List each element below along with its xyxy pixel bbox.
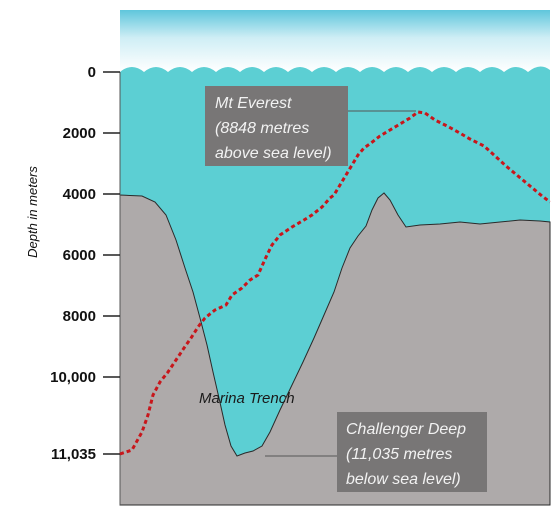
everest-label-box <box>205 86 348 166</box>
everest-label-line1: Mt Everest <box>215 95 292 112</box>
tick-marks <box>103 71 120 455</box>
axis-title: Depth in meters <box>25 166 40 258</box>
sky-band <box>120 10 550 72</box>
trench-label: Marina Trench <box>199 390 295 407</box>
tick-label-2000: 2000 <box>63 125 96 142</box>
tick-label-6000: 6000 <box>63 247 96 264</box>
challenger-label-box <box>337 412 487 492</box>
tick-label-4000: 4000 <box>63 186 96 203</box>
challenger-label-line3: below sea level) <box>346 471 461 488</box>
tick-label-8000: 8000 <box>63 308 96 325</box>
everest-label-line2: (8848 metres <box>215 120 309 137</box>
everest-outline <box>119 110 551 456</box>
tick-label-0: 0 <box>88 64 96 81</box>
challenger-label-line2: (11,035 metres <box>346 446 452 463</box>
challenger-label-line1: Challenger Deep <box>346 421 466 438</box>
tick-label-11035: 11,035 <box>51 446 96 463</box>
everest-label-line3: above sea level) <box>215 145 332 162</box>
tick-label-10000: 10,000 <box>50 369 96 386</box>
